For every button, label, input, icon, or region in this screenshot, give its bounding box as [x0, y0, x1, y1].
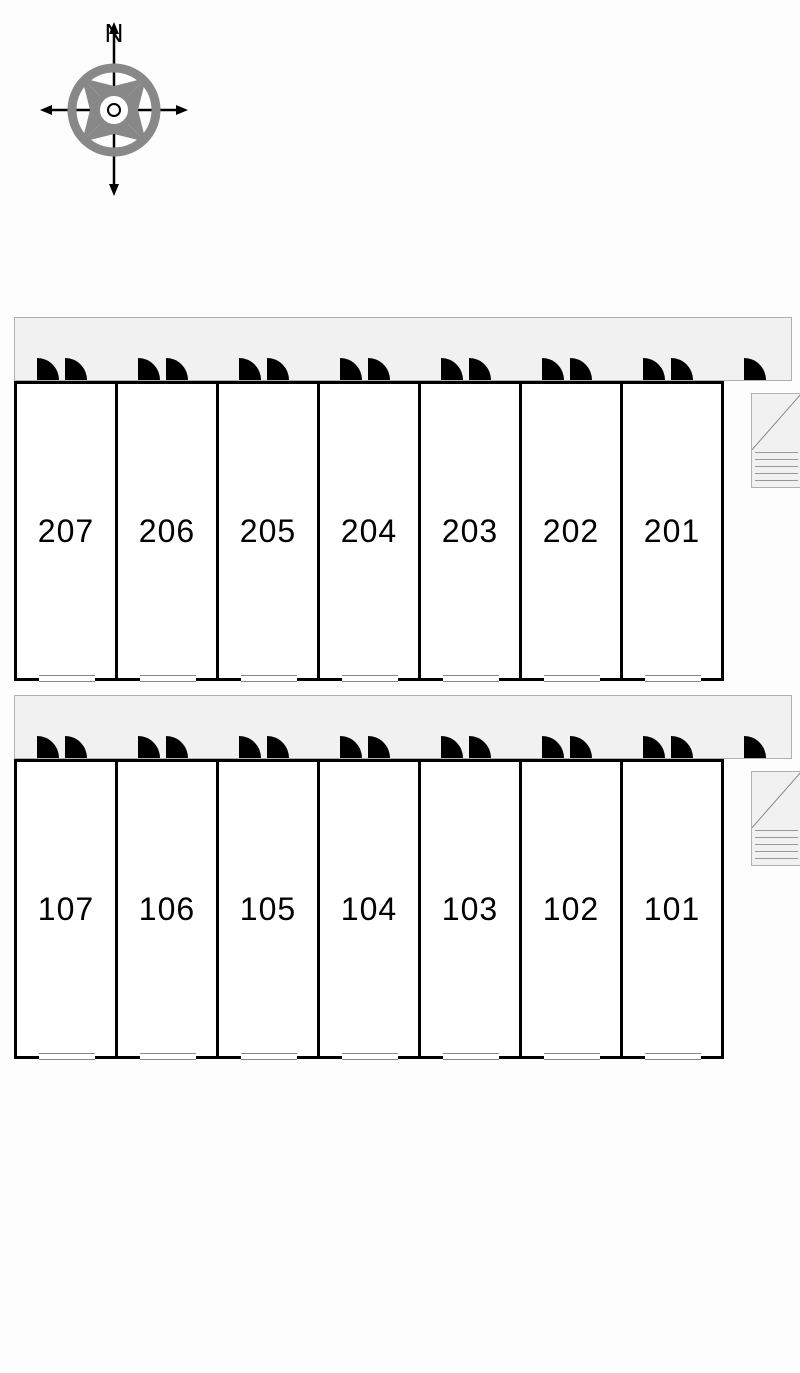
floor-2-doors	[15, 318, 793, 382]
unit-label: 206	[139, 513, 195, 550]
floor-2-stairs	[751, 393, 800, 488]
unit-102: 102	[522, 759, 623, 1059]
unit-label: 105	[240, 891, 296, 928]
unit-label: 101	[644, 891, 700, 928]
window-slot	[342, 675, 398, 682]
window-slot	[39, 675, 95, 682]
unit-label: 103	[442, 891, 498, 928]
unit-label: 207	[38, 513, 94, 550]
unit-label: 102	[543, 891, 599, 928]
unit-201: 201	[623, 381, 724, 681]
window-slot	[443, 1053, 499, 1060]
floor-2-section: 207 206 205 204 203 202 201 2F	[14, 317, 792, 681]
window-slot	[645, 675, 701, 682]
unit-label: 203	[442, 513, 498, 550]
window-slot	[443, 675, 499, 682]
window-slot	[39, 1053, 95, 1060]
compass-rose: N	[40, 20, 190, 205]
floor-2-corridor	[14, 317, 792, 381]
unit-106: 106	[118, 759, 219, 1059]
window-slot	[241, 675, 297, 682]
unit-label: 204	[341, 513, 397, 550]
floor-1-corridor	[14, 695, 792, 759]
floor-1-doors	[15, 696, 793, 760]
unit-104: 104	[320, 759, 421, 1059]
floor-1-units: 107 106 105 104 103 102 101	[14, 759, 724, 1059]
window-slot	[241, 1053, 297, 1060]
unit-label: 104	[341, 891, 397, 928]
window-slot	[342, 1053, 398, 1060]
window-slot	[140, 675, 196, 682]
unit-207: 207	[14, 381, 118, 681]
floor-1-stairs	[751, 771, 800, 866]
window-slot	[544, 675, 600, 682]
unit-label: 205	[240, 513, 296, 550]
unit-203: 203	[421, 381, 522, 681]
unit-103: 103	[421, 759, 522, 1059]
unit-202: 202	[522, 381, 623, 681]
unit-204: 204	[320, 381, 421, 681]
unit-205: 205	[219, 381, 320, 681]
unit-206: 206	[118, 381, 219, 681]
unit-label: 202	[543, 513, 599, 550]
unit-105: 105	[219, 759, 320, 1059]
unit-label: 107	[38, 891, 94, 928]
unit-101: 101	[623, 759, 724, 1059]
floor-1-section: 107 106 105 104 103 102 101 1F	[14, 695, 792, 1059]
unit-label: 201	[644, 513, 700, 550]
window-slot	[140, 1053, 196, 1060]
floor-2-units: 207 206 205 204 203 202 201	[14, 381, 724, 681]
window-slot	[645, 1053, 701, 1060]
unit-label: 106	[139, 891, 195, 928]
compass-icon: N	[40, 20, 190, 200]
unit-107: 107	[14, 759, 118, 1059]
window-slot	[544, 1053, 600, 1060]
